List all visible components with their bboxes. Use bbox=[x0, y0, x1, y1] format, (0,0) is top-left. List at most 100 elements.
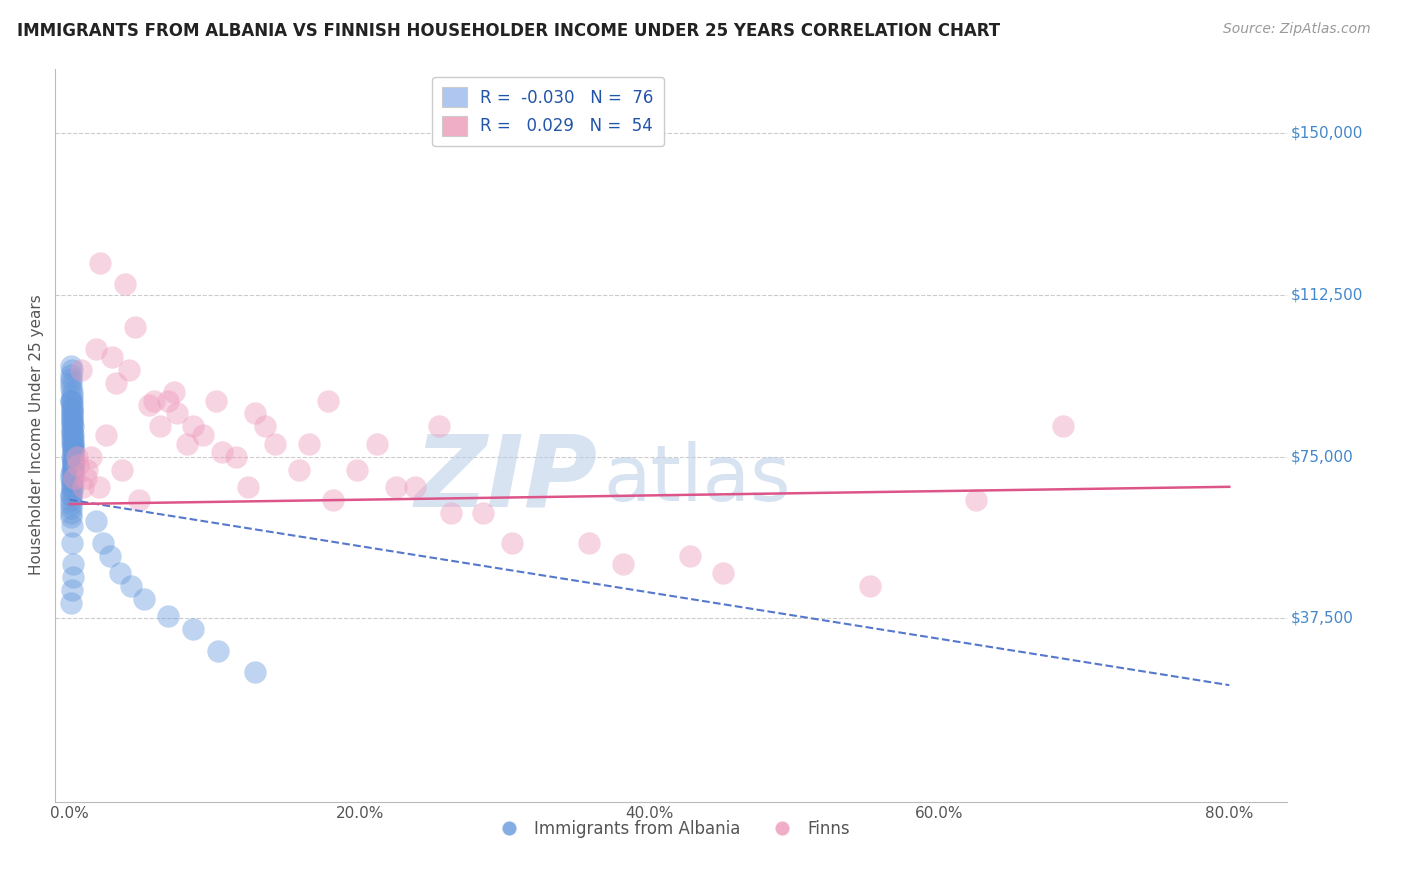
Point bbox=[60, 419, 83, 434]
Point bbox=[471, 506, 494, 520]
Point bbox=[207, 643, 229, 657]
Point bbox=[612, 558, 634, 572]
Point bbox=[191, 428, 214, 442]
Point bbox=[138, 398, 160, 412]
Point bbox=[62, 445, 84, 459]
Point bbox=[60, 368, 83, 382]
Point bbox=[148, 419, 170, 434]
Point bbox=[385, 480, 408, 494]
Point bbox=[578, 536, 600, 550]
Point bbox=[114, 277, 136, 292]
Point bbox=[166, 407, 188, 421]
Point bbox=[60, 428, 83, 442]
Point bbox=[60, 410, 83, 425]
Point bbox=[59, 501, 82, 516]
Text: $112,500: $112,500 bbox=[1291, 287, 1364, 302]
Point bbox=[181, 622, 204, 636]
Point bbox=[70, 363, 93, 377]
Point bbox=[62, 441, 84, 455]
Point bbox=[84, 514, 107, 528]
Point bbox=[63, 471, 86, 485]
Text: $75,000: $75,000 bbox=[1291, 449, 1354, 464]
Point bbox=[711, 566, 734, 580]
Text: $37,500: $37,500 bbox=[1291, 611, 1354, 626]
Point bbox=[62, 436, 84, 450]
Point bbox=[62, 436, 84, 450]
Point bbox=[62, 454, 84, 468]
Text: IMMIGRANTS FROM ALBANIA VS FINNISH HOUSEHOLDER INCOME UNDER 25 YEARS CORRELATION: IMMIGRANTS FROM ALBANIA VS FINNISH HOUSE… bbox=[17, 22, 1000, 40]
Point bbox=[128, 492, 150, 507]
Point bbox=[404, 480, 426, 494]
Point bbox=[60, 393, 83, 408]
Point bbox=[62, 419, 84, 434]
Point bbox=[62, 558, 84, 572]
Point bbox=[62, 462, 84, 476]
Point bbox=[298, 436, 321, 450]
Point bbox=[59, 510, 82, 524]
Point bbox=[142, 393, 165, 408]
Point bbox=[60, 389, 83, 403]
Text: ZIP: ZIP bbox=[415, 431, 598, 527]
Point bbox=[60, 471, 83, 485]
Point bbox=[501, 536, 523, 550]
Point bbox=[98, 549, 121, 563]
Point bbox=[91, 536, 114, 550]
Point bbox=[346, 462, 368, 476]
Point bbox=[60, 488, 83, 502]
Point bbox=[75, 471, 97, 485]
Point bbox=[245, 407, 267, 421]
Point bbox=[60, 402, 83, 417]
Point bbox=[254, 419, 277, 434]
Point bbox=[62, 445, 84, 459]
Point bbox=[366, 436, 388, 450]
Point bbox=[66, 450, 89, 464]
Point bbox=[62, 428, 84, 442]
Point bbox=[62, 436, 84, 450]
Point bbox=[287, 462, 309, 476]
Point bbox=[60, 450, 83, 464]
Point bbox=[62, 570, 84, 584]
Point bbox=[89, 255, 111, 269]
Text: $150,000: $150,000 bbox=[1291, 126, 1364, 141]
Point bbox=[100, 351, 122, 365]
Point bbox=[679, 549, 702, 563]
Point bbox=[60, 506, 83, 520]
Point bbox=[60, 359, 83, 373]
Point bbox=[60, 415, 83, 429]
Point bbox=[76, 462, 98, 476]
Point bbox=[440, 506, 463, 520]
Point bbox=[1052, 419, 1074, 434]
Point bbox=[110, 566, 132, 580]
Point bbox=[211, 445, 233, 459]
Legend: Immigrants from Albania, Finns: Immigrants from Albania, Finns bbox=[486, 814, 856, 845]
Point bbox=[62, 393, 84, 408]
Point bbox=[60, 407, 83, 421]
Point bbox=[60, 381, 83, 395]
Point bbox=[94, 428, 117, 442]
Point bbox=[181, 419, 204, 434]
Point bbox=[62, 458, 84, 473]
Point bbox=[72, 480, 94, 494]
Point bbox=[62, 458, 84, 473]
Point bbox=[124, 320, 146, 334]
Point bbox=[60, 480, 83, 494]
Point bbox=[111, 462, 134, 476]
Point bbox=[236, 480, 259, 494]
Text: atlas: atlas bbox=[603, 441, 792, 517]
Point bbox=[62, 462, 84, 476]
Point bbox=[60, 398, 83, 412]
Point bbox=[62, 467, 84, 481]
Point bbox=[60, 480, 83, 494]
Point bbox=[157, 609, 180, 624]
Point bbox=[60, 462, 83, 476]
Point bbox=[59, 492, 82, 507]
Point bbox=[60, 484, 83, 499]
Point bbox=[60, 583, 83, 598]
Point bbox=[316, 393, 339, 408]
Point bbox=[322, 492, 344, 507]
Point bbox=[245, 665, 267, 680]
Point bbox=[60, 596, 83, 610]
Point bbox=[60, 433, 83, 447]
Point bbox=[225, 450, 247, 464]
Point bbox=[60, 475, 83, 490]
